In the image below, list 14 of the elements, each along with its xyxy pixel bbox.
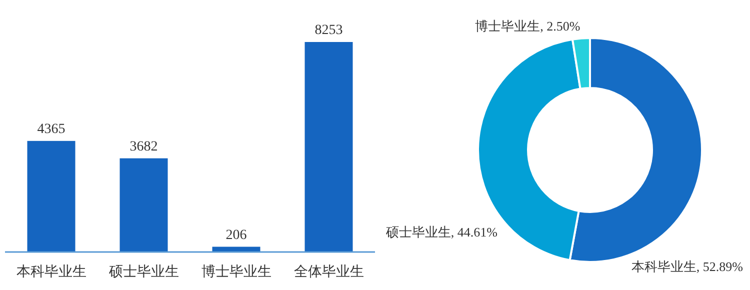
data-label: 3682 <box>130 139 158 154</box>
x-tick-label: 硕士毕业生 <box>108 264 179 280</box>
slice-label: 博士毕业生, 2.50% <box>475 18 580 34</box>
slice-label: 本科毕业生, 52.89% <box>631 258 744 274</box>
data-label: 8253 <box>314 23 343 38</box>
bar <box>120 158 168 252</box>
slice-label: 硕士毕业生, 44.61% <box>384 224 498 240</box>
bar <box>304 42 353 252</box>
x-tick-label: 本科毕业生 <box>16 264 86 280</box>
data-label: 4365 <box>37 122 66 137</box>
data-label: 206 <box>226 228 247 243</box>
x-tick-label: 全体毕业生 <box>294 264 364 280</box>
x-tick-label: 博士毕业生 <box>201 264 272 280</box>
bar <box>27 140 76 252</box>
